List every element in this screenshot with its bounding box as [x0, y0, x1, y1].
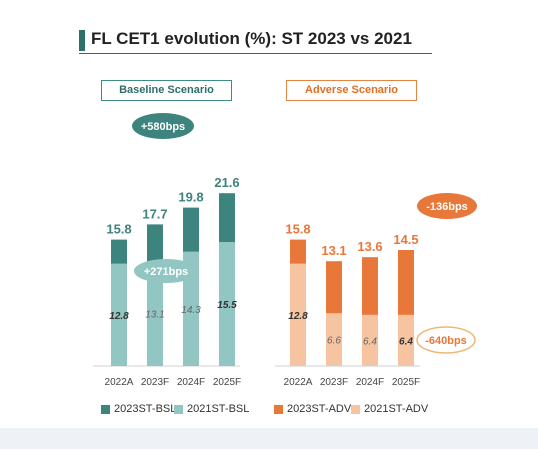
bsl-label-2023-2024F: 19.8: [178, 190, 203, 205]
legend-swatch: [174, 404, 183, 414]
adv-bar-2021-2023F: [326, 313, 342, 366]
adv-label-2021-2023F: 6.6: [327, 336, 341, 347]
adv-label-2021-2022A: 12.8: [288, 311, 308, 322]
title-accent-bar: [79, 30, 85, 51]
legend-item-2023st-adv: 2023ST-ADV: [274, 403, 351, 415]
adv-tick-2023F: 2023F: [320, 377, 348, 388]
adv-mid-annotation-bubble: [416, 326, 476, 354]
baseline-scenario-label: Baseline Scenario: [101, 80, 232, 101]
legend-swatch: [101, 404, 110, 414]
cet1-bar-chart: 15.8 12.8 2022A 17.7 13.1 2023F 19.8 14.3 2024F 2…: [93, 113, 477, 388]
adv-mid-annotation: -640bps: [425, 335, 467, 347]
legend-swatch: [351, 404, 360, 414]
adv-top-annotation: -136bps: [426, 201, 468, 213]
legend-label: 2021ST-ADV: [364, 403, 429, 415]
bsl-tick-2023F: 2023F: [141, 377, 169, 388]
adv-label-2021-2025F: 6.4: [399, 336, 413, 347]
chart-panel: FL CET1 evolution (%): ST 2023 vs 2021 B…: [0, 0, 538, 428]
bsl-bar-2021-2022A: [111, 263, 127, 366]
bsl-bar-2021-2024F: [183, 251, 199, 366]
bsl-tick-2024F: 2024F: [177, 377, 205, 388]
adv-top-annotation-bubble: [417, 193, 477, 219]
bsl-tick-2025F: 2025F: [213, 377, 241, 388]
adv-bar-2021-2024F: [362, 314, 378, 366]
bsl-tick-2022A: 2022A: [105, 377, 134, 388]
adv-tick-2024F: 2024F: [356, 377, 384, 388]
bsl-top-annotation: +580bps: [141, 121, 185, 133]
adv-tick-2025F: 2025F: [392, 377, 420, 388]
adverse-scenario-label: Adverse Scenario: [286, 80, 417, 101]
adv-tick-2022A: 2022A: [284, 377, 313, 388]
bsl-label-2021-2024F: 14.3: [181, 305, 201, 316]
bsl-label-2021-2025F: 15.5: [217, 300, 237, 311]
legend-item-2023st-bsl: 2023ST-BSL: [101, 403, 176, 415]
adv-label-2021-2024F: 6.4: [363, 336, 377, 347]
adv-bar-2021-2025F: [398, 314, 414, 366]
legend-item-2021st-bsl: 2021ST-BSL: [174, 403, 249, 415]
adv-label-2023-2022A: 15.8: [285, 222, 310, 237]
legend-swatch: [274, 404, 283, 414]
bsl-label-2023-2023F: 17.7: [142, 206, 167, 221]
page-title: FL CET1 evolution (%): ST 2023 vs 2021: [91, 29, 412, 48]
legend-label: 2021ST-BSL: [187, 403, 250, 415]
legend-label: 2023ST-ADV: [287, 403, 352, 415]
legend-item-2021st-adv: 2021ST-ADV: [351, 403, 428, 415]
bsl-bar-2021-2023F: [147, 261, 163, 366]
bsl-mid-annotation-bubble: [134, 259, 198, 283]
bsl-label-2023-2022A: 15.8: [106, 222, 131, 237]
adv-label-2023-2025F: 14.5: [393, 232, 418, 247]
bsl-mid-annotation: +271bps: [144, 266, 188, 278]
bsl-label-2021-2023F: 13.1: [145, 310, 164, 321]
title-underline: [79, 53, 432, 54]
adv-label-2023-2024F: 13.6: [357, 239, 382, 254]
legend-label: 2023ST-BSL: [114, 403, 177, 415]
adv-label-2023-2023F: 13.1: [321, 243, 346, 258]
bsl-bar-2021-2025F: [219, 242, 235, 366]
bsl-top-annotation-bubble: [132, 113, 194, 139]
adv-bar-2021-2022A: [290, 263, 306, 366]
bsl-label-2021-2022A: 12.8: [109, 311, 129, 322]
bsl-label-2023-2025F: 21.6: [214, 175, 239, 190]
